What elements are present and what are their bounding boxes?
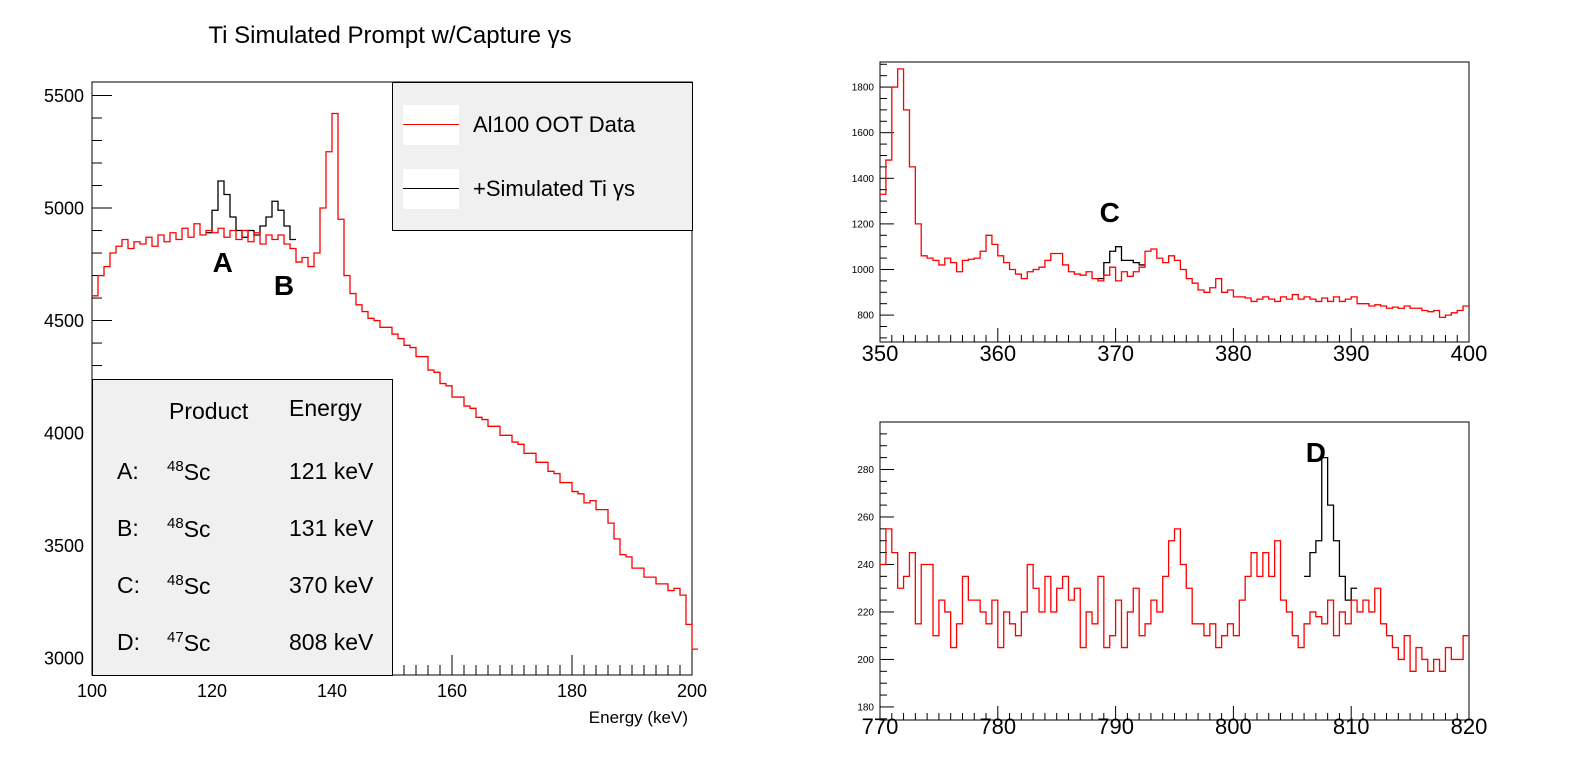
row-product: 48Sc — [167, 572, 211, 600]
y-tick-label: 3500 — [44, 536, 84, 556]
legend: Al100 OOT Data +Simulated Ti γs — [392, 82, 693, 231]
inset-plot-c: 800 1000 1200 1400 1600 1800 350 360 370 380 390 40… — [852, 61, 1488, 366]
y-tick-label: 1600 — [852, 128, 875, 139]
y-tick-label: 200 — [857, 655, 874, 666]
y-tick-label: 3000 — [44, 648, 84, 668]
mass-number: 48 — [167, 515, 184, 532]
row-product: 48Sc — [167, 515, 211, 543]
x-tick-label: 810 — [1333, 714, 1370, 739]
x-tick-label: 790 — [1097, 714, 1134, 739]
row-energy: 131 keV — [289, 515, 374, 541]
y-tick-label: 5500 — [44, 86, 84, 106]
x-tick-label: 770 — [862, 714, 899, 739]
y-tick-label: 280 — [857, 465, 874, 476]
y-tick-label: 1200 — [852, 219, 875, 230]
row-product: 47Sc — [167, 629, 211, 657]
simulated-histogram — [1097, 246, 1146, 280]
x-tick-label: 390 — [1333, 341, 1370, 366]
x-tick-label: 180 — [557, 681, 587, 701]
x-axis-label: Energy (keV) — [589, 708, 688, 727]
simulated-histogram — [1304, 456, 1358, 601]
x-tick-label: 400 — [1451, 341, 1488, 366]
header-product: Product — [169, 398, 249, 424]
x-tick-label: 200 — [677, 681, 707, 701]
product-table: Product Energy A: 48Sc 121 keV B: 48Sc 131 ke… — [92, 379, 393, 676]
x-tick-label: 360 — [979, 341, 1016, 366]
legend-entry-data: Al100 OOT Data — [403, 105, 635, 145]
y-tick-label: 1400 — [852, 174, 875, 185]
y-tick-label: 4000 — [44, 423, 84, 443]
main-spectrum-plot: 3000 3500 4000 4500 5000 5500 100 120 140 160 180 2… — [44, 81, 707, 727]
plot-frame — [879, 61, 1470, 343]
peak-label-d: D — [1306, 437, 1326, 468]
x-tick-label: 380 — [1215, 341, 1252, 366]
row-key: B: — [117, 515, 139, 541]
row-energy: 121 keV — [289, 458, 374, 484]
data-histogram — [880, 528, 1469, 672]
element: Sc — [183, 516, 211, 542]
x-tick-label: 100 — [77, 681, 107, 701]
legend-swatch-red — [403, 105, 459, 145]
simulated-histogram — [206, 180, 296, 241]
x-tick-label: 800 — [1215, 714, 1252, 739]
peak-label-c: C — [1100, 197, 1120, 228]
row-product: 48Sc — [167, 458, 211, 486]
row-key: D: — [117, 629, 140, 655]
inset-plot-d: 180 200 220 240 260 280 770 780 790 800 810 820 D — [857, 421, 1488, 739]
row-key: C: — [117, 572, 140, 598]
y-tick-label: 1800 — [852, 83, 875, 94]
x-tick-label: 140 — [317, 681, 347, 701]
element: Sc — [183, 630, 211, 656]
y-tick-label: 180 — [857, 702, 874, 713]
plot-frame — [879, 421, 1470, 721]
y-tick-label: 1000 — [852, 265, 875, 276]
mass-number: 48 — [167, 458, 184, 475]
x-tick-label: 820 — [1451, 714, 1488, 739]
x-tick-label: 780 — [979, 714, 1016, 739]
y-tick-label: 4500 — [44, 311, 84, 331]
legend-label: Al100 OOT Data — [473, 112, 636, 137]
mass-number: 47 — [167, 629, 184, 646]
x-tick-label: 370 — [1097, 341, 1134, 366]
header-energy: Energy — [289, 395, 362, 421]
y-tick-label: 220 — [857, 607, 874, 618]
legend-label: +Simulated Ti γs — [473, 176, 636, 201]
element: Sc — [183, 573, 211, 599]
row-key: A: — [117, 458, 139, 484]
peak-label-b: B — [274, 270, 294, 301]
legend-swatch-black — [403, 169, 459, 209]
row-energy: 808 keV — [289, 629, 374, 655]
data-histogram — [92, 112, 698, 650]
y-tick-label: 260 — [857, 512, 874, 523]
row-energy: 370 keV — [289, 572, 374, 598]
data-histogram — [880, 68, 1469, 319]
x-tick-label: 120 — [197, 681, 227, 701]
element: Sc — [183, 459, 211, 485]
y-tick-label: 800 — [857, 311, 874, 322]
main-title: Ti Simulated Prompt w/Capture γs — [208, 22, 571, 49]
y-tick-label: 5000 — [44, 198, 84, 218]
mass-number: 48 — [167, 572, 184, 589]
x-tick-label: 160 — [437, 681, 467, 701]
legend-entry-sim: +Simulated Ti γs — [403, 169, 635, 209]
peak-label-a: A — [213, 247, 233, 278]
y-tick-label: 240 — [857, 560, 874, 571]
x-tick-label: 350 — [862, 341, 899, 366]
